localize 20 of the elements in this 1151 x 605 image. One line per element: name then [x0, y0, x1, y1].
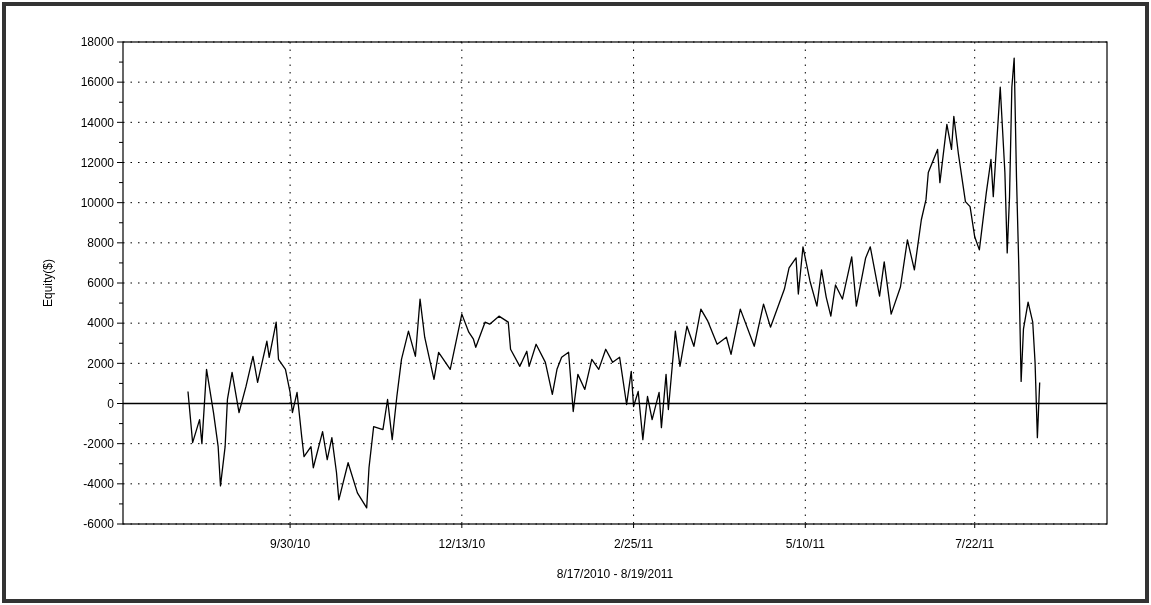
y-tick-label: 0 [107, 396, 115, 411]
x-axis-title: 8/17/2010 - 8/19/2011 [556, 567, 674, 581]
x-tick-label: 9/30/10 [270, 537, 311, 551]
x-tick-label: 5/10/11 [785, 537, 826, 551]
y-tick-label: 14000 [80, 115, 115, 130]
x-tick-label: 12/13/10 [438, 537, 486, 551]
y-tick-label: 4000 [87, 316, 115, 331]
y-tick-label: 2000 [87, 356, 115, 371]
y-axis-title: Equity($) [41, 258, 55, 308]
y-tick-label: 10000 [80, 195, 115, 210]
y-tick-label: 12000 [80, 155, 115, 170]
x-tick-label: 7/22/11 [955, 537, 995, 551]
y-tick-label: -2000 [83, 436, 115, 451]
y-tick-label: 8000 [87, 236, 115, 251]
y-tick-label: 6000 [87, 276, 115, 291]
y-tick-label: 16000 [80, 75, 115, 90]
x-tick-label: 2/25/11 [613, 537, 654, 551]
y-tick-label: 18000 [80, 35, 115, 50]
y-tick-label: -4000 [83, 477, 115, 492]
y-tick-label: -6000 [83, 517, 115, 532]
